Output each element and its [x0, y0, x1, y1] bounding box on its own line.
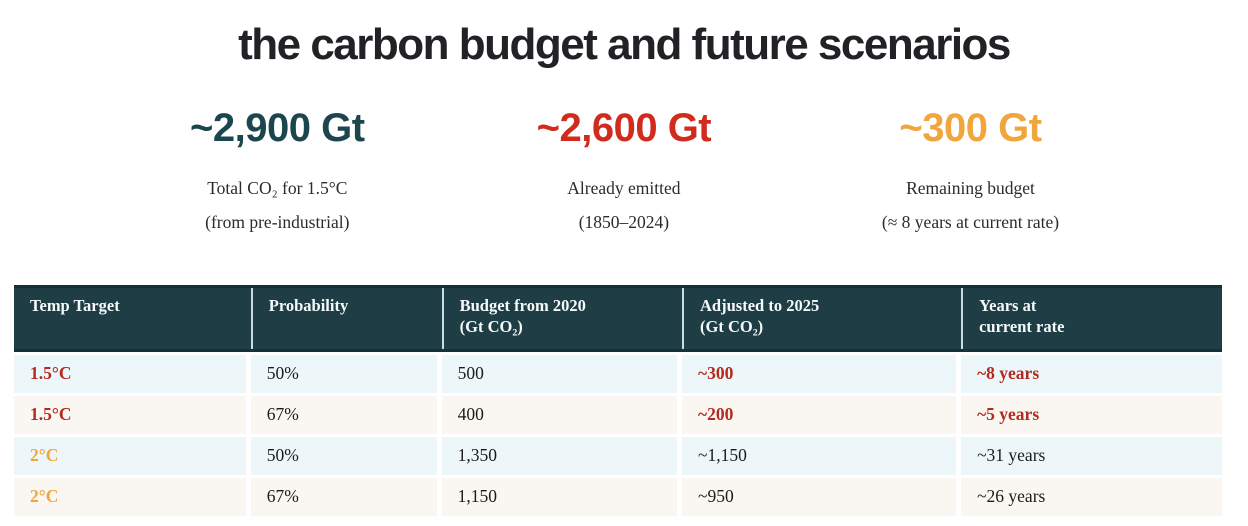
stat-total-budget: ~2,900 Gt Total CO₂ for 1.5°C (from pre-…	[104, 106, 451, 233]
table-row: 1.5°C 50% 500 ~300 ~8 years	[14, 354, 1222, 393]
stat-total-budget-value: ~2,900 Gt	[190, 106, 365, 150]
cell-years-current-rate: ~31 years	[961, 436, 1222, 475]
col-header-adjusted-2025: Adjusted to 2025 (Gt CO₂)	[682, 288, 961, 349]
cell-adjusted-2025: ~1,150	[682, 436, 962, 475]
stat-already-emitted-value: ~2,600 Gt	[536, 106, 712, 150]
stat-total-budget-label: Total CO₂ for 1.5°C	[207, 178, 348, 198]
cell-probability: 50%	[250, 436, 442, 475]
col-header-budget-2020: Budget from 2020 (Gt CO₂)	[441, 288, 682, 349]
key-stats-row: ~2,900 Gt Total CO₂ for 1.5°C (from pre-…	[104, 106, 1144, 233]
cell-years-current-rate: ~26 years	[961, 477, 1222, 516]
slide-title: the carbon budget and future scenarios	[238, 20, 1011, 69]
col-header-temp-target: Temp Target	[30, 296, 120, 315]
cell-temp-target: 1.5°C	[14, 395, 251, 434]
cell-probability: 67%	[250, 395, 442, 434]
cell-budget-2020: 500	[441, 354, 683, 393]
cell-budget-2020: 1,150	[441, 477, 683, 516]
col-header-probability: Probability	[250, 288, 442, 349]
stat-remaining-budget-label: Remaining budget	[906, 178, 1035, 198]
cell-adjusted-2025: ~950	[682, 477, 962, 516]
stat-remaining-budget-sublabel: (≈ 8 years at current rate)	[881, 212, 1060, 232]
table-header-row: Temp Target Probability Budget from 2020…	[14, 285, 1222, 352]
table-row: 2°C 50% 1,350 ~1,150 ~31 years	[14, 436, 1222, 475]
table-row: 1.5°C 67% 400 ~200 ~5 years	[14, 395, 1222, 434]
cell-years-current-rate: ~8 years	[961, 354, 1222, 393]
cell-temp-target: 2°C	[14, 477, 251, 516]
stat-total-budget-sublabel: (from pre-industrial)	[205, 212, 350, 232]
stat-already-emitted: ~2,600 Gt Already emitted (1850–2024)	[451, 106, 798, 233]
cell-adjusted-2025: ~200	[682, 395, 962, 434]
stat-remaining-budget: ~300 Gt Remaining budget (≈ 8 years at c…	[797, 106, 1144, 233]
cell-probability: 67%	[250, 477, 442, 516]
col-header-years-current-rate: Years at current rate	[961, 288, 1222, 349]
stat-already-emitted-label: Already emitted	[567, 178, 681, 198]
stat-already-emitted-sublabel: (1850–2024)	[578, 212, 670, 232]
cell-budget-2020: 400	[441, 395, 683, 434]
carbon-budget-table: Temp Target Probability Budget from 2020…	[14, 285, 1222, 516]
cell-temp-target: 1.5°C	[14, 354, 251, 393]
cell-budget-2020: 1,350	[441, 436, 683, 475]
cell-probability: 50%	[250, 354, 442, 393]
cell-temp-target: 2°C	[14, 436, 251, 475]
cell-adjusted-2025: ~300	[682, 354, 962, 393]
cell-years-current-rate: ~5 years	[961, 395, 1222, 434]
stat-remaining-budget-value: ~300 Gt	[899, 106, 1042, 150]
table-row: 2°C 67% 1,150 ~950 ~26 years	[14, 477, 1222, 516]
